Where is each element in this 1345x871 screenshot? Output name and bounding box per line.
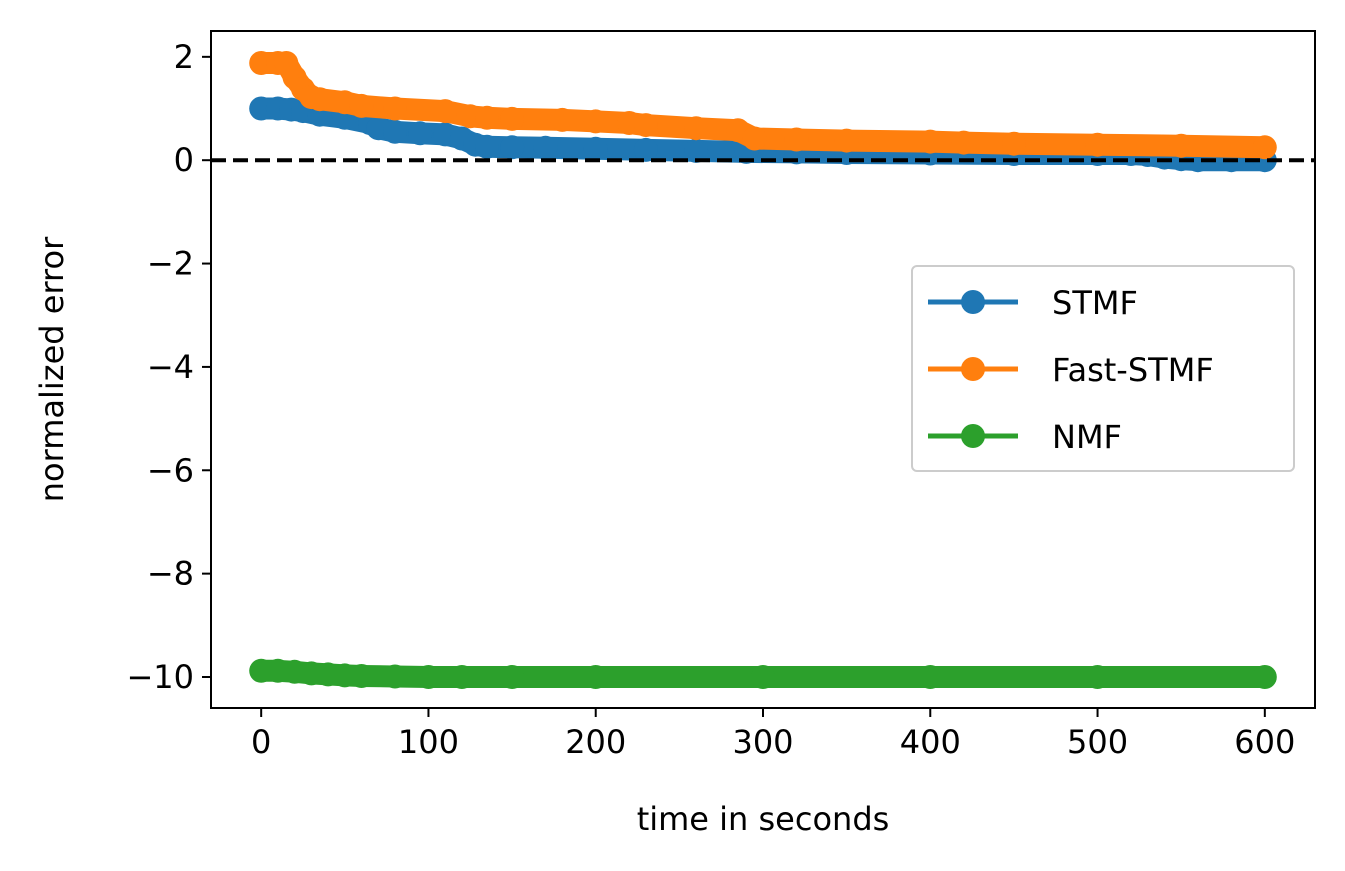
data-point-nmf [249,658,274,683]
data-point-nmf [500,665,525,689]
x-tick-label: 400 [900,723,961,761]
legend-swatch-marker [961,357,985,381]
y-tick-label: 0 [174,141,194,179]
data-point-stmf [583,136,608,161]
legend-swatch-marker [961,290,985,314]
data-point-nmf [918,665,943,689]
legend: STMF Fast-STMF NMF [911,265,1295,472]
data-point-fast-stmf [500,106,525,131]
data-point-fast-stmf [1001,131,1026,156]
data-point-fast-stmf [383,96,407,121]
y-tick-label: −6 [147,451,194,489]
data-point-fast-stmf [307,87,332,112]
data-point-fast-stmf [633,113,658,138]
data-point-nmf [1252,665,1277,689]
y-tick-label: 2 [174,38,194,76]
data-point-stmf [475,134,499,159]
legend-item-stmf: STMF [928,284,1138,322]
data-point-nmf [583,665,608,689]
y-axis: 2 0 −2 −4 −6 −8 −10 [126,38,211,696]
data-point-fast-stmf [951,130,976,155]
y-tick-label: −10 [126,658,194,696]
series-layer [249,51,1277,689]
y-tick-label: −2 [147,245,194,283]
x-tick-label: 200 [565,723,626,761]
y-axis-title: normalized error [33,236,71,502]
y-tick-label: −4 [147,348,194,386]
data-point-fast-stmf [684,116,709,141]
data-point-fast-stmf [742,126,767,151]
data-point-fast-stmf [918,129,943,154]
data-point-nmf [751,665,775,689]
data-point-stmf [500,135,525,160]
data-point-stmf [249,96,274,121]
legend-frame [911,265,1295,472]
data-point-stmf [533,135,558,160]
data-point-nmf [416,665,441,689]
data-point-fast-stmf [784,127,809,152]
series-fast-stmf [249,51,1277,160]
data-point-stmf [684,138,709,163]
legend-label: STMF [1052,284,1138,322]
data-point-nmf [449,665,474,689]
data-point-fast-stmf [1252,135,1277,160]
y-tick-label: −8 [147,555,194,593]
x-tick-label: 300 [732,723,793,761]
x-axis-title: time in seconds [637,800,890,838]
data-point-stmf [408,121,433,146]
data-point-fast-stmf [349,93,374,118]
data-point-stmf [383,119,407,144]
legend-swatch-marker [961,424,985,448]
legend-label: Fast-STMF [1052,351,1214,389]
data-point-stmf [633,137,658,162]
data-point-fast-stmf [249,51,274,75]
data-point-nmf [349,664,374,688]
data-point-nmf [383,664,407,689]
x-tick-label: 500 [1067,723,1128,761]
data-point-fast-stmf [1169,133,1194,158]
legend-label: NMF [1052,418,1122,456]
data-point-fast-stmf [475,105,499,130]
legend-item-fast-stmf: Fast-STMF [928,351,1214,389]
x-tick-label: 100 [398,723,459,761]
legend-item-nmf: NMF [928,418,1122,456]
series-nmf [249,658,1277,689]
x-tick-label: 600 [1234,723,1295,761]
data-point-fast-stmf [433,99,458,124]
data-point-fast-stmf [550,107,575,132]
data-point-nmf [1085,665,1110,689]
data-point-fast-stmf [834,128,859,153]
x-tick-label: 0 [251,723,271,761]
data-point-fast-stmf [1085,132,1110,157]
data-point-fast-stmf [583,109,608,134]
x-axis: 0 100 200 300 400 500 600 [251,708,1295,761]
